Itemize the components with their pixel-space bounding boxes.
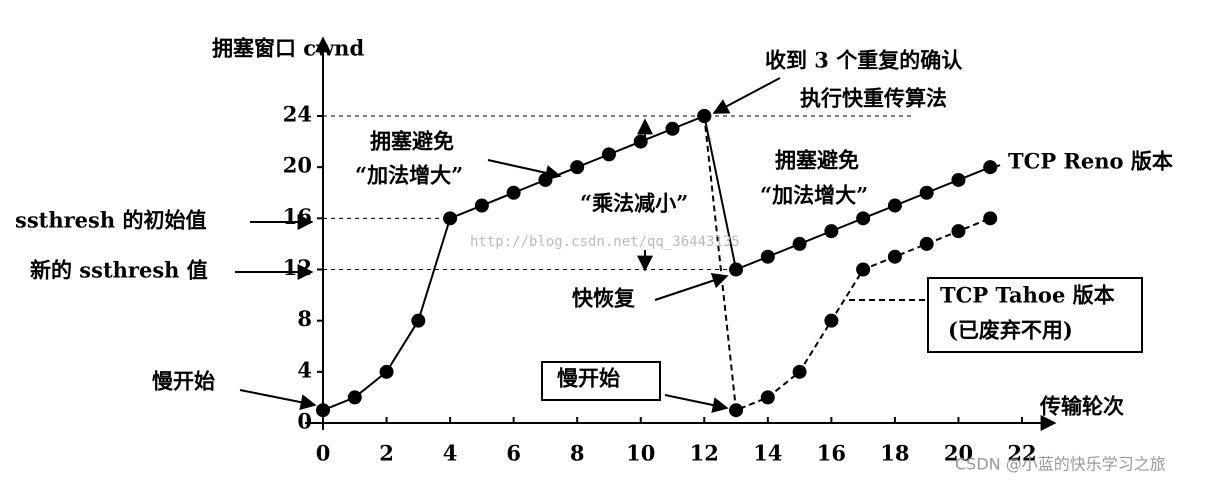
- x-tick-label: 18: [880, 441, 909, 466]
- y-tick-label: 24: [283, 102, 312, 127]
- arrow: [239, 389, 317, 411]
- annotation: CSDN @小蓝的快乐学习之旅: [955, 455, 1166, 474]
- arrows: [235, 77, 1143, 413]
- annotation: 拥塞避免: [775, 148, 859, 173]
- arrow: [654, 272, 729, 301]
- point: [983, 160, 998, 175]
- x-tick-label: 10: [626, 441, 655, 466]
- annotation: 执行快重传算法: [800, 86, 947, 111]
- annotation: ssthresh 的初始值: [15, 208, 206, 233]
- x-tick-label: 16: [817, 441, 846, 466]
- arrow: [664, 394, 729, 413]
- annotation: “乘法减小”: [580, 191, 688, 216]
- point: [887, 249, 902, 264]
- point: [856, 262, 871, 277]
- arrow: [712, 77, 781, 114]
- point: [506, 185, 521, 200]
- point: [538, 172, 553, 187]
- point: [729, 262, 744, 277]
- x-tick-label: 0: [316, 441, 331, 466]
- point: [443, 211, 458, 226]
- annotation: 慢开始: [557, 366, 620, 391]
- point: [347, 390, 362, 405]
- point: [697, 109, 712, 123]
- point: [856, 211, 871, 226]
- x-tick-label: 8: [570, 441, 585, 466]
- x-tick-label: 20: [944, 441, 973, 466]
- point: [570, 160, 585, 175]
- point: [824, 224, 839, 239]
- point: [729, 403, 744, 418]
- x-tick-label: 14: [753, 441, 782, 466]
- point: [411, 313, 426, 328]
- y-tick-label: 8: [297, 306, 312, 331]
- annotation: 新的 ssthresh 值: [30, 258, 208, 283]
- y-tick-label: 0: [297, 409, 312, 434]
- annotation: 拥塞窗口 cwnd: [212, 36, 364, 61]
- arrow: [487, 159, 562, 181]
- point: [983, 211, 998, 226]
- box: [541, 361, 661, 401]
- series-line: [703, 115, 991, 412]
- point: [601, 147, 616, 162]
- x-tick-label: 6: [506, 441, 521, 466]
- x-tick-label: 12: [690, 441, 719, 466]
- point: [887, 198, 902, 213]
- point: [951, 224, 966, 239]
- point: [919, 185, 934, 200]
- axes: [305, 36, 1057, 431]
- point: [379, 364, 394, 379]
- point: [824, 313, 839, 328]
- point: [665, 121, 680, 136]
- point: [792, 364, 807, 379]
- annotation: 收到 3 个重复的确认: [765, 48, 962, 73]
- legend-label: TCP Tahoe 版本: [940, 283, 1115, 308]
- point: [760, 249, 775, 264]
- point: [760, 390, 775, 405]
- y-tick-label: 20: [283, 153, 312, 178]
- x-tick-label: 2: [379, 441, 394, 466]
- point: [951, 172, 966, 187]
- point: [316, 403, 330, 418]
- point: [474, 198, 489, 213]
- series-line: [322, 114, 991, 412]
- legend-label: TCP Reno 版本: [1008, 149, 1173, 174]
- x-tick-label: 4: [443, 441, 458, 466]
- annotation: “加法增大”: [355, 163, 463, 188]
- annotation: 慢开始: [152, 369, 215, 394]
- y-tick-label: 12: [283, 255, 312, 280]
- annotation: http://blog.csdn.net/qq_36443135: [470, 234, 740, 250]
- point: [792, 236, 807, 251]
- point: [633, 134, 648, 149]
- annotation: “加法增大”: [760, 183, 868, 208]
- annotation: 传输轮次: [1039, 394, 1124, 419]
- annotation: 拥塞避免: [370, 129, 454, 154]
- annotation: (已废弃不用): [948, 318, 1073, 343]
- y-tick-label: 16: [283, 204, 312, 229]
- x-tick-label: 22: [1007, 441, 1036, 466]
- annotation: 快恢复: [572, 286, 636, 311]
- box: [927, 277, 1143, 353]
- point: [919, 236, 934, 251]
- y-tick-label: 4: [297, 357, 312, 382]
